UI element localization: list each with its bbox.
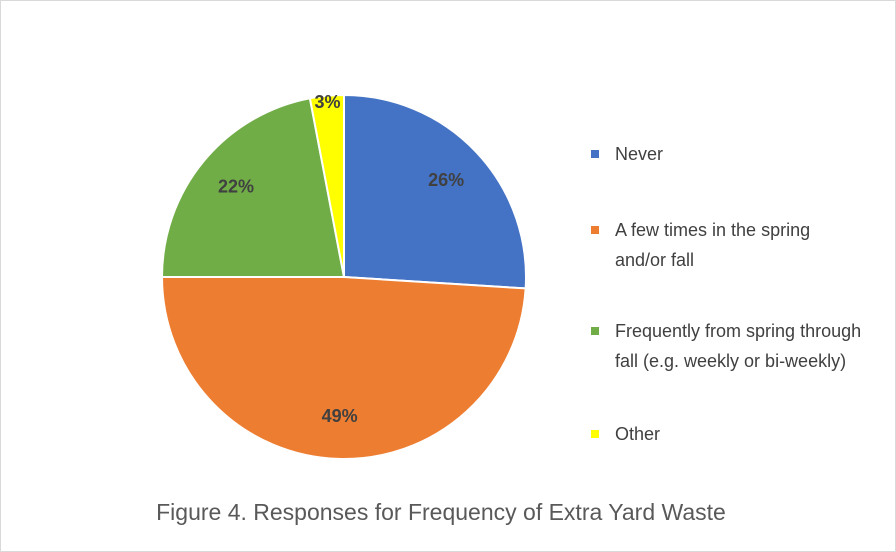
chart-title: Figure 4. Responses for Frequency of Ext… — [156, 499, 726, 525]
legend-item: Other — [591, 419, 866, 449]
legend-label: Other — [615, 424, 661, 444]
value-label: 26% — [428, 170, 464, 190]
pie-slice — [160, 97, 346, 278]
legend-label: Frequently from spring through fall (e.g… — [615, 321, 862, 371]
legend-swatch — [591, 430, 599, 438]
legend-item: Frequently from spring through fall (e.g… — [591, 316, 866, 376]
legend-item: A few times in the spring and/or fall — [591, 215, 866, 275]
legend-item: Never — [591, 139, 866, 169]
legend-swatch — [591, 327, 599, 335]
pie-slice — [160, 276, 527, 460]
legend-label: A few times in the spring and/or fall — [615, 220, 811, 270]
value-label: 3% — [315, 92, 341, 112]
value-label: 49% — [322, 406, 358, 426]
legend-label: Never — [615, 144, 664, 164]
pie-slice — [308, 93, 345, 278]
pie-plot: 26% 49% 22% 3% — [160, 92, 527, 460]
pie-slice — [343, 93, 527, 290]
legend-swatch — [591, 150, 599, 158]
value-label: 22% — [218, 176, 254, 196]
legend-swatch — [591, 226, 599, 234]
